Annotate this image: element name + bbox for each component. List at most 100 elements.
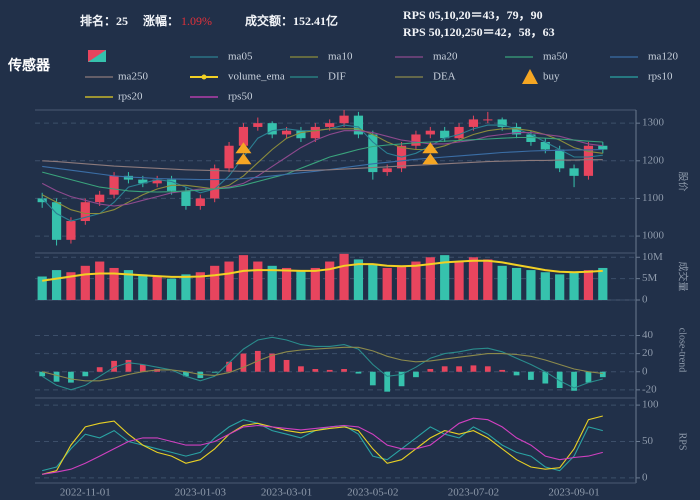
macd-bar [139, 364, 146, 372]
macd-bar [542, 371, 549, 384]
legend-label: buy [543, 71, 560, 83]
volume-bar [109, 267, 119, 300]
series-line [42, 136, 603, 193]
y-tick-label: 100 [642, 399, 659, 411]
volume-bar [353, 259, 364, 300]
volume-bar [555, 274, 565, 300]
macd-bar [39, 371, 46, 377]
volume-bar [195, 272, 205, 300]
volume-bar [123, 270, 134, 300]
candle-body [483, 119, 493, 121]
series-line [42, 159, 603, 172]
x-tick-label: 2023-01-03 [175, 487, 227, 499]
candle-body [511, 126, 522, 135]
series-line [42, 417, 603, 475]
volume-bar [267, 265, 277, 300]
macd-bar [298, 366, 304, 372]
legend-icon [201, 74, 207, 80]
series-line [42, 259, 603, 282]
candle-body [598, 145, 608, 150]
legend-candle-icon [88, 50, 106, 62]
candle-body [339, 115, 349, 124]
macd-bar [53, 371, 60, 382]
candle-body [468, 119, 479, 127]
macd-bar [470, 365, 477, 372]
buy-marker [422, 142, 439, 165]
volume-bar [411, 261, 421, 300]
macd-bar [499, 369, 506, 372]
volume-bar [325, 261, 335, 300]
volume-bar [210, 265, 220, 300]
volume-bar [281, 267, 292, 300]
macd-bar [240, 353, 247, 372]
macd-bar [599, 371, 606, 378]
candle-body [123, 175, 134, 180]
x-tick-label: 2023-05-02 [347, 487, 398, 499]
volume-bar [310, 267, 320, 300]
volume-bar [253, 261, 263, 300]
macd-bar [585, 371, 592, 383]
volume-bar [181, 274, 191, 300]
series-line [42, 419, 603, 472]
y-tick-label: 1100 [642, 192, 664, 204]
legend-label: DIF [328, 71, 346, 83]
volume-bar [296, 270, 306, 300]
rps-short: RPS 05,10,20＝43，79，90 [403, 8, 543, 22]
candle-body [440, 130, 450, 139]
macd-bar [341, 369, 347, 372]
legend-label: rps10 [648, 71, 673, 83]
candle-body [555, 149, 565, 169]
x-tick-label: 2023-09-01 [548, 487, 599, 499]
macd-bar [528, 371, 534, 380]
legend-label: ma120 [648, 51, 678, 63]
y-tick-label: 1300 [642, 117, 665, 129]
candle-body [569, 168, 579, 176]
y-axis-label: 股价 [677, 172, 689, 192]
volume-bar [540, 272, 550, 300]
macd-bar [484, 366, 491, 372]
macd-bar [111, 360, 117, 372]
volume-bar [511, 267, 522, 300]
candle-body [583, 145, 594, 176]
y-tick-label: 1200 [642, 154, 665, 166]
candle-body [195, 198, 205, 206]
change: 1.09% [181, 14, 212, 28]
change-label: 涨幅： [143, 13, 179, 28]
legend-label: ma250 [118, 71, 148, 83]
candle-body [109, 175, 119, 195]
x-tick-label: 2023-03-01 [261, 487, 312, 499]
volume-bar [368, 263, 378, 300]
candle-body [425, 130, 435, 135]
y-tick-label: 40 [642, 329, 654, 341]
candle-body [95, 194, 105, 203]
volume-bar [454, 261, 464, 300]
legend-label: ma50 [543, 51, 568, 63]
legend-label: ma05 [228, 51, 253, 63]
macd-bar [427, 369, 434, 372]
candle-body [368, 134, 378, 173]
volume-bar [598, 267, 608, 300]
y-tick-label: -20 [642, 383, 657, 395]
candle-body [382, 168, 392, 173]
x-tick-label: 2022-11-01 [60, 487, 111, 499]
candle-body [454, 126, 464, 139]
macd-bar [571, 371, 577, 391]
y-tick-label: 10M [642, 251, 663, 263]
volume-bar [526, 270, 536, 300]
y-tick-label: 0 [642, 365, 648, 377]
volume-bar [138, 274, 148, 300]
candle-body [310, 126, 320, 139]
candle-body [181, 190, 191, 206]
y-tick-label: 50 [642, 435, 654, 447]
volume-bar [37, 276, 47, 300]
y-axis-label: 成交量 [677, 262, 690, 292]
y-tick-label: 20 [642, 347, 654, 359]
volume-bar [497, 265, 507, 300]
y-axis-label: RPS [677, 433, 688, 451]
macd-bar [456, 366, 462, 372]
legend-label: rps50 [228, 91, 253, 103]
volume-bar [152, 276, 162, 300]
legend-label: ma20 [433, 51, 458, 63]
